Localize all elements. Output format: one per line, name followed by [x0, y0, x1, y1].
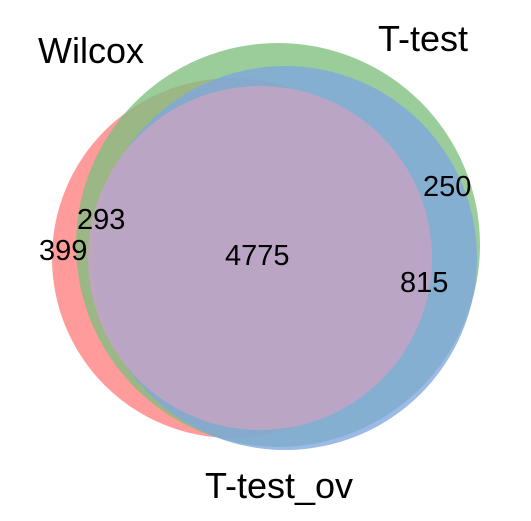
- count-all-three: 4775: [225, 240, 290, 272]
- overlap-tint: [88, 86, 432, 430]
- label-t-test-ov: T-test_ov: [205, 465, 353, 506]
- count-t-test-and-t-test-ov: 815: [400, 267, 448, 299]
- count-wilcox-only: 399: [39, 235, 87, 267]
- label-t-test: T-test: [378, 18, 468, 59]
- count-wilcox-and-t-test: 293: [77, 204, 125, 236]
- label-wilcox: Wilcox: [38, 30, 144, 71]
- count-t-test-only: 250: [423, 171, 471, 203]
- venn-circles: [52, 43, 480, 450]
